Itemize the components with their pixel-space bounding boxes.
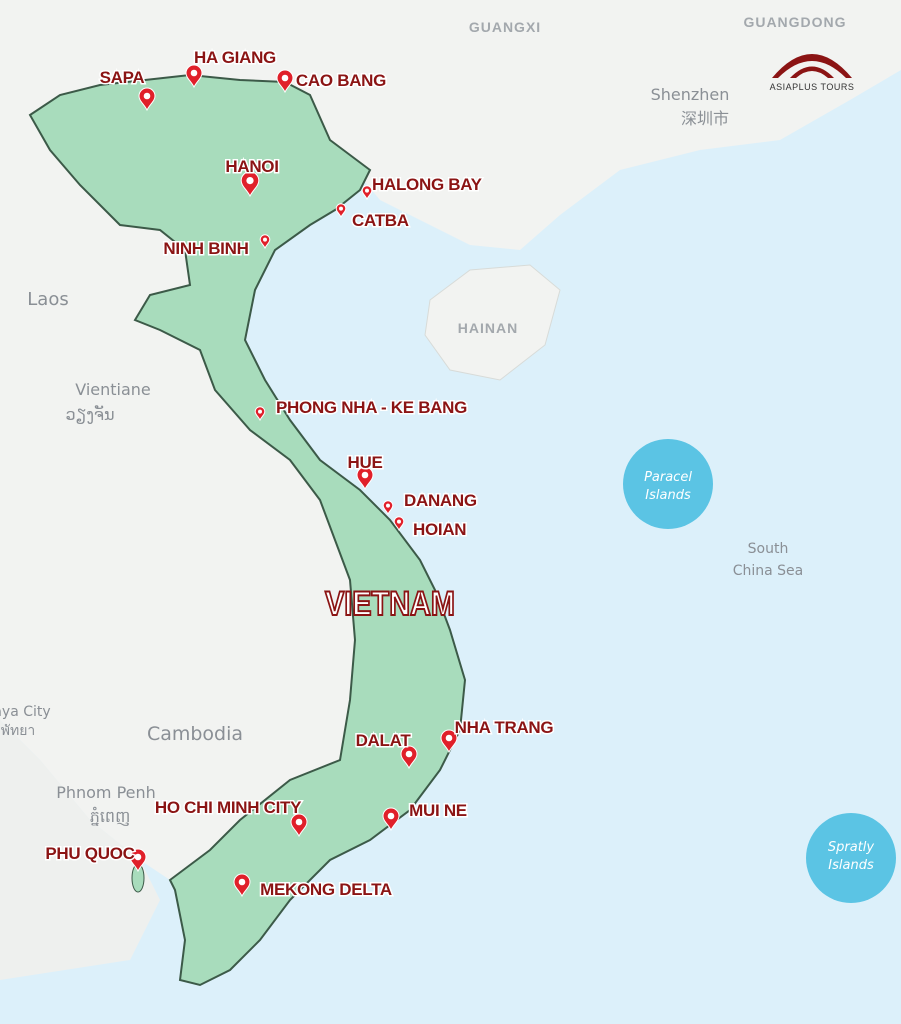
country-label: VIETNAM bbox=[325, 584, 455, 623]
pin-dot bbox=[134, 853, 142, 861]
destination-label: SAPA bbox=[100, 68, 145, 87]
pin-dot bbox=[238, 878, 246, 886]
pin-dot bbox=[143, 92, 151, 100]
map-label: Cambodia bbox=[147, 723, 243, 745]
vietnam bbox=[28, 73, 467, 987]
destination-label: MEKONG DELTA bbox=[260, 880, 392, 899]
land bbox=[0, 720, 160, 980]
island bbox=[424, 264, 561, 381]
land bbox=[0, 0, 901, 880]
destination-label: HANOI bbox=[225, 157, 278, 176]
destination-label: NINH BINH bbox=[163, 239, 248, 258]
map-label: aya City bbox=[0, 704, 51, 720]
destination-label: HALONG BAY bbox=[372, 175, 483, 194]
pin-dot bbox=[190, 69, 198, 77]
island-marker bbox=[623, 439, 713, 529]
map-label: Phnom Penh bbox=[56, 783, 156, 802]
map-label: Vientiane bbox=[75, 380, 151, 399]
destination-label: HOIAN bbox=[413, 520, 466, 539]
pin-dot bbox=[387, 812, 395, 820]
pin-dot bbox=[445, 734, 453, 742]
destination-label: HO CHI MINH CITY bbox=[155, 798, 302, 817]
pin-dot bbox=[258, 409, 262, 414]
map-labels: GUANGXI GUANGDONG Shenzhen 深圳市 HAINAN Laos Vie… bbox=[0, 14, 874, 873]
pin-dot bbox=[339, 206, 343, 211]
pin-dot bbox=[263, 237, 267, 242]
map-label: 深圳市 bbox=[681, 109, 729, 128]
logo-mark bbox=[772, 54, 852, 78]
map-label: GUANGDONG bbox=[743, 14, 846, 30]
pin-dot bbox=[386, 503, 390, 508]
map-label: Spratly bbox=[828, 840, 875, 855]
destination-label: HA GIANG bbox=[194, 48, 276, 67]
map-label: ភ្នំពេញ bbox=[90, 806, 131, 826]
map-label: Paracel bbox=[644, 470, 692, 485]
pin-dot bbox=[397, 519, 401, 524]
island-marker bbox=[806, 813, 896, 903]
map-label: Islands bbox=[645, 488, 691, 503]
map-label: ວຽງຈັນ bbox=[65, 405, 114, 424]
map-label: South bbox=[748, 541, 789, 557]
map-label: Islands bbox=[828, 858, 874, 873]
pin-dot bbox=[246, 176, 254, 185]
pin-dot bbox=[365, 188, 369, 193]
map-label: Shenzhen bbox=[651, 85, 730, 104]
map-label: Laos bbox=[27, 289, 68, 310]
destination-label: MUI NE bbox=[409, 801, 467, 820]
destinations: SAPA HA GIANG CAO BANG HANOI HALONG BAY CATBA… bbox=[44, 47, 555, 901]
pin-dot bbox=[361, 471, 369, 479]
logo-text: ASIAPLUS TOURS bbox=[770, 82, 855, 92]
destination-label: PHU QUOC bbox=[45, 844, 134, 863]
destination-label: DALAT bbox=[356, 731, 412, 750]
destination-label: NHA TRANG bbox=[455, 718, 554, 737]
map-label: HAINAN bbox=[458, 320, 518, 336]
destination-label: CATBA bbox=[352, 211, 409, 230]
pin-dot bbox=[295, 818, 303, 826]
destination-label: PHONG NHA - KE BANG bbox=[276, 398, 467, 417]
destination-label: CAO BANG bbox=[296, 71, 386, 90]
pin-dot bbox=[405, 750, 413, 758]
map-label: China Sea bbox=[733, 563, 804, 579]
destination-label: DANANG bbox=[404, 491, 477, 510]
map-label: GUANGXI bbox=[469, 19, 541, 35]
pin-dot bbox=[281, 74, 289, 82]
map-label: พัทยา bbox=[1, 723, 36, 739]
destination-label: HUE bbox=[348, 453, 383, 472]
